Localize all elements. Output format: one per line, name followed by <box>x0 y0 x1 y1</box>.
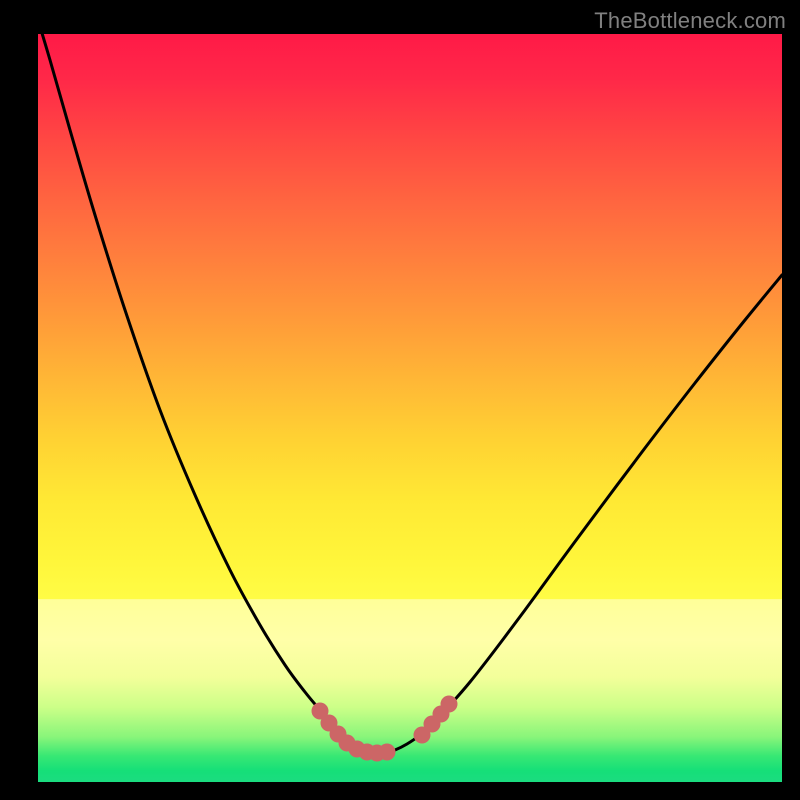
watermark-text: TheBottleneck.com <box>594 8 786 34</box>
chart-svg <box>0 0 800 800</box>
bottleneck-curve <box>38 20 782 753</box>
overlay-marker <box>379 744 396 761</box>
overlay-marker <box>441 696 458 713</box>
